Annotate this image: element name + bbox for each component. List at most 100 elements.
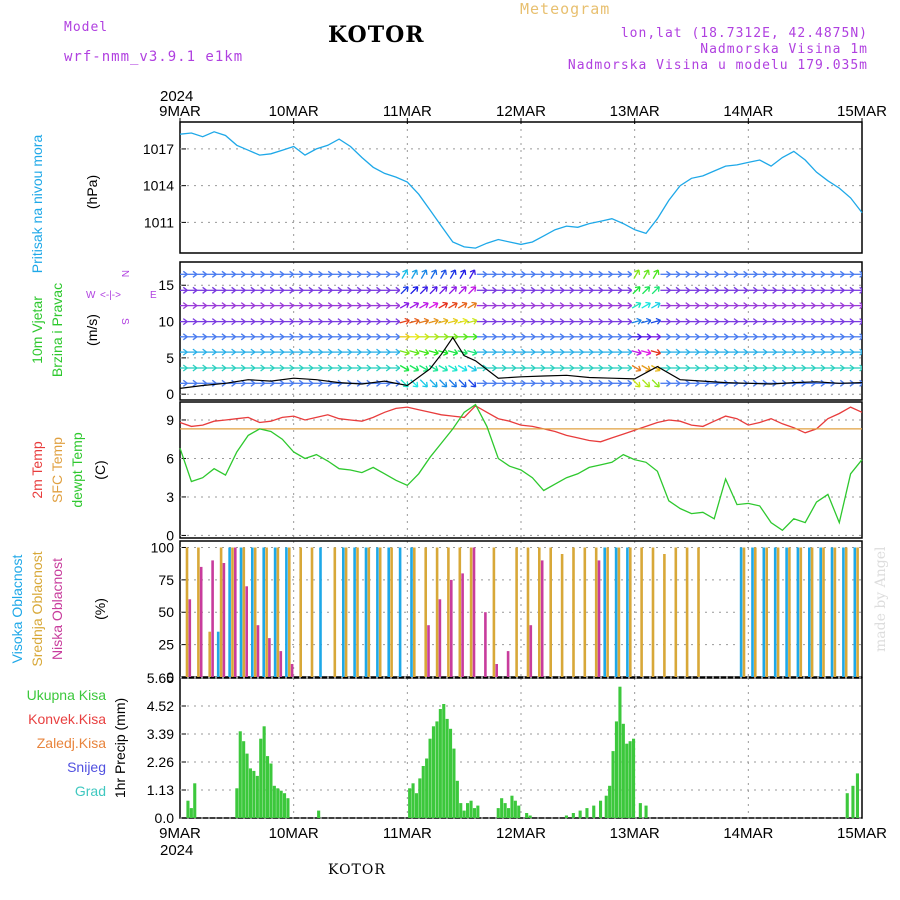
high-cloud-axis-title: Visoka Oblacnost xyxy=(9,555,25,664)
wind-barb-head xyxy=(450,269,456,273)
wind-barb-head xyxy=(810,318,816,323)
wind-barb-head xyxy=(260,318,265,323)
wind-barb xyxy=(428,364,439,372)
wind-barb-head xyxy=(376,336,381,341)
wind-barb-head xyxy=(772,364,777,369)
wind-barb-head xyxy=(550,333,555,338)
wind-barb-head xyxy=(406,286,409,292)
precip-bar-total_precip xyxy=(317,810,321,818)
wind-barb xyxy=(602,270,613,278)
wind-barb xyxy=(699,333,710,341)
wind-barb xyxy=(438,333,449,341)
wind-barb-head xyxy=(579,351,584,356)
wind-barb-shaft xyxy=(650,319,661,324)
wind-barb xyxy=(834,333,845,341)
wind-barb-head xyxy=(289,367,294,372)
wind-barb-head xyxy=(443,352,449,356)
wind-barb xyxy=(728,302,739,310)
y-tick-label: 0 xyxy=(166,669,174,685)
wind-barb-head xyxy=(685,333,691,338)
wind-barb-head xyxy=(454,286,457,292)
wind-barb-head xyxy=(318,382,323,387)
wind-barb xyxy=(505,379,517,387)
wind-barb-head xyxy=(849,351,855,356)
wind-barb-head xyxy=(289,379,294,384)
wind-barb-head xyxy=(627,302,633,307)
wind-barb-head xyxy=(849,273,855,278)
wind-barb-head xyxy=(492,273,497,278)
wind-barb-head xyxy=(492,289,497,294)
wind-barb-head xyxy=(588,289,594,294)
wind-barb xyxy=(708,318,720,326)
precip-bar-total_precip xyxy=(431,726,435,818)
wind-barb xyxy=(341,348,352,356)
wind-barb-shaft xyxy=(457,302,468,309)
wind-barb-head xyxy=(298,336,304,341)
wind-barb-head xyxy=(511,333,517,338)
panel-0 xyxy=(179,121,863,254)
bottom-x-tick-label: 11MAR xyxy=(383,825,432,842)
wind-barb-shaft xyxy=(467,319,478,324)
wind-barb-shaft xyxy=(448,302,458,309)
wind-barb-head xyxy=(221,333,227,338)
wind-barb-head xyxy=(743,318,748,323)
wind-barb-head xyxy=(318,289,323,294)
wind-barb-head xyxy=(830,321,835,326)
wind-barb xyxy=(824,302,835,310)
wind-barb-head xyxy=(810,348,816,353)
wind-barb-head xyxy=(588,367,594,372)
temp-line-temp xyxy=(179,404,863,443)
wind-barb-shaft xyxy=(468,286,477,295)
wind-barb-head xyxy=(859,368,862,372)
wind-barb-head xyxy=(318,364,323,369)
wind-barb-head xyxy=(810,367,816,372)
wind-barb-head xyxy=(849,289,855,294)
wind-barb-shaft xyxy=(458,286,467,295)
wind-barb-head xyxy=(559,286,565,291)
wind-barb-head xyxy=(269,273,275,278)
wind-barb-head xyxy=(714,364,720,369)
wind-barb-head xyxy=(657,269,660,276)
wind-barb-head xyxy=(675,305,681,310)
wind-barb-head xyxy=(550,286,555,291)
wind-barb-head xyxy=(646,333,652,338)
wind-barb-head xyxy=(521,270,526,275)
wind-barb-head xyxy=(453,333,459,338)
wind-barb xyxy=(341,302,352,310)
wind-barb-head xyxy=(492,382,497,387)
wind-barb-head xyxy=(723,321,729,326)
wind-barb-head xyxy=(240,289,246,294)
wind-barb-head xyxy=(781,302,787,307)
wind-barb-head xyxy=(260,302,265,307)
wind-barb-head xyxy=(240,286,246,291)
wind-barb-head xyxy=(269,289,275,294)
wind-barb xyxy=(651,379,660,388)
wind-barb-head xyxy=(675,364,681,369)
wind-barb xyxy=(699,348,710,356)
wind-barb-head xyxy=(337,273,343,278)
wind-barb-head xyxy=(839,318,845,323)
wind-barb xyxy=(505,270,517,278)
wind-barb-head xyxy=(656,319,662,325)
wind-barb-head xyxy=(298,351,304,356)
wind-barb-head xyxy=(839,351,845,356)
wind-barb-head xyxy=(318,273,323,278)
precip-bar-total_precip xyxy=(455,780,459,818)
wind-barb xyxy=(563,286,575,294)
wind-barb-head xyxy=(366,289,372,294)
wind-barb xyxy=(612,348,623,356)
wind-barb-head xyxy=(289,336,294,341)
wind-barb xyxy=(718,270,729,278)
wind-barb xyxy=(786,348,797,356)
wind-barb-head xyxy=(859,286,862,290)
wind-barb-head xyxy=(416,381,419,387)
wind-barb-head xyxy=(231,348,236,353)
wind-barb xyxy=(515,379,526,387)
cloud-bar-mid_cloud xyxy=(356,547,359,677)
wind-barb-head xyxy=(559,364,565,369)
wind-barb-head xyxy=(240,348,246,353)
wind-barb-head xyxy=(859,383,862,387)
low-cloud-axis-title: Niska Oblacnost xyxy=(49,558,65,660)
wind-barb xyxy=(747,318,758,326)
wind-barb xyxy=(766,302,777,310)
